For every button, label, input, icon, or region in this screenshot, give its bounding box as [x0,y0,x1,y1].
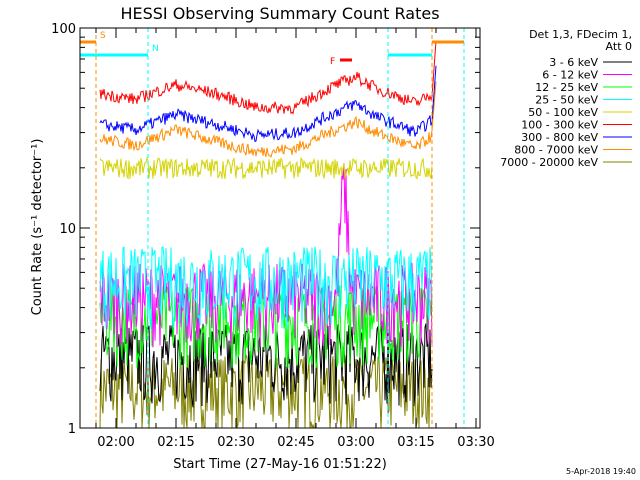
x-tick-label-5: 03:15 [397,435,434,450]
legend-header-line2: Att 0 [606,40,632,53]
legend-label-5: 100 - 300 keV [521,119,598,132]
x-tick-label-2: 02:30 [217,435,254,450]
plot-area: S N F [80,28,465,429]
series-3-line [99,246,433,331]
legend-label-4: 50 - 100 keV [528,106,598,119]
x-tick-label-1: 02:15 [157,435,194,450]
footer-date: 5-Apr-2018 19:40 [566,467,636,476]
series-1-line [99,163,433,348]
axes: 02:00 02:15 02:30 02:45 03:00 03:15 03:30 1 10 10… [51,22,495,450]
night-flag-label: N [152,44,159,54]
series-4-line [99,156,433,180]
series-7-line [99,81,437,158]
x-tick-label-3: 02:45 [277,435,314,450]
series-6-line [99,65,437,143]
legend-label-6: 300 - 800 keV [521,131,598,144]
legend-label-3: 25 - 50 keV [535,94,598,107]
y-tick-label-2: 100 [51,22,76,37]
y-tick-label-1: 10 [59,222,76,237]
saa-flag-label: S [100,31,106,41]
series-0-line [99,323,433,408]
legend-label-2: 12 - 25 keV [535,81,598,94]
legend-label-0: 3 - 6 keV [549,56,598,69]
y-tick-label-0: 1 [68,422,76,437]
x-tick-label-4: 03:00 [337,435,374,450]
x-tick-label-0: 02:00 [97,435,134,450]
chart-title: HESSI Observing Summary Count Rates [120,4,439,23]
series-5-line [99,40,437,115]
legend-label-8: 7000 - 20000 keV [500,156,598,169]
legend-label-7: 800 - 7000 keV [514,144,598,157]
y-axis-label: Count Rate (s⁻¹ detector⁻¹) [30,139,45,316]
legend-label-1: 6 - 12 keV [542,69,598,82]
flare-flag-label: F [330,57,335,67]
legend-header-line1: Det 1,3, FDecim 1, [529,28,632,41]
x-tick-label-6: 03:30 [457,435,494,450]
x-axis-label: Start Time (27-May-16 01:51:22) [173,457,387,472]
